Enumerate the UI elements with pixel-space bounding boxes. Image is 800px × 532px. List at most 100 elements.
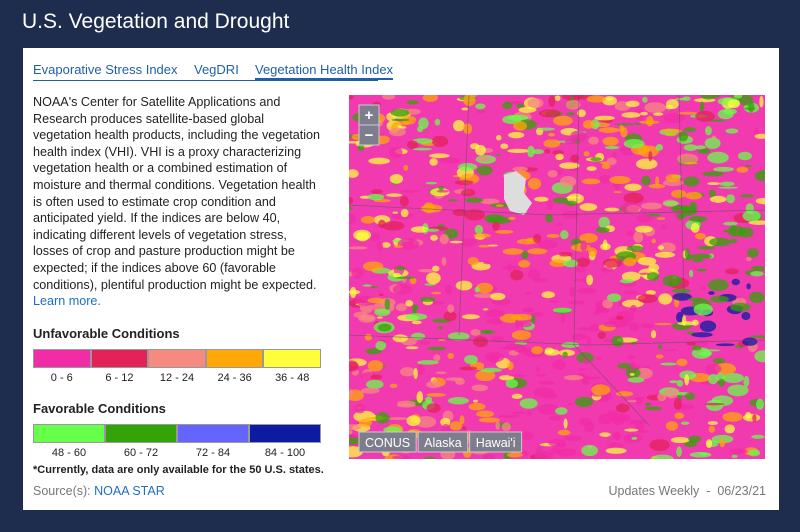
map-texture [382,221,405,231]
map-texture [349,360,359,371]
map-texture [531,149,544,155]
map-texture [697,245,716,250]
map-texture [426,393,446,397]
map-texture [449,421,463,431]
map-texture [676,213,686,220]
source-label: Source(s): [33,484,91,498]
map-texture [416,364,426,376]
map-texture [544,148,551,154]
map-texture [566,112,576,116]
tab[interactable]: Vegetation Health Index [255,62,394,80]
source-link[interactable]: NOAA STAR [94,484,165,498]
map-texture [699,101,705,113]
region-button[interactable] [469,431,523,453]
region-button[interactable] [358,431,417,453]
map-texture [678,131,689,142]
map-texture [410,226,429,233]
map-texture [423,202,435,214]
map-texture [748,449,761,457]
map-texture [549,300,559,303]
map-texture [553,115,573,126]
map-texture [665,174,681,183]
map[interactable]: + − CONUS Alaska Hawai'i [349,95,765,459]
map-texture [746,248,759,258]
page-title: U.S. Vegetation and Drought [22,10,290,33]
map-texture [688,435,702,443]
map-texture [417,360,439,365]
map-texture [425,181,438,185]
legend-swatch [263,349,321,368]
map-texture [576,287,597,294]
map-texture [653,112,664,116]
map-texture [349,206,353,210]
map-texture [606,293,622,303]
map-texture [699,320,717,332]
map-texture [581,178,601,185]
map-texture [431,291,442,295]
map-texture [697,148,711,154]
map-texture [621,112,641,118]
map-texture [752,414,757,423]
map-texture [502,101,513,110]
map-texture [541,291,556,299]
map-texture [756,398,765,410]
region-label[interactable]: CONUS [365,436,410,450]
map-texture [510,269,524,281]
map-texture [599,432,611,437]
map-texture [375,412,390,424]
map-texture [349,213,356,225]
panel: NOAA's Center for Satellite Applications… [23,48,779,510]
legend-label: 84 - 100 [264,447,306,459]
map-texture [619,278,635,284]
map-texture [677,153,699,165]
map-texture [648,151,653,162]
zoom-label[interactable]: + [365,107,374,124]
map-texture [606,97,614,101]
zoom-label[interactable]: − [365,127,374,144]
map-texture [511,411,525,415]
learn-more-link[interactable]: Learn more. [33,294,101,309]
map-texture [657,245,664,250]
region-label[interactable]: Hawai'i [476,436,516,450]
region-button[interactable] [417,431,469,453]
map-texture [611,151,618,158]
map-texture [360,387,380,394]
map-texture [545,214,554,223]
map-texture [733,95,743,99]
map-texture [400,208,409,218]
map-texture [362,284,372,287]
map-texture [604,207,620,212]
map-texture [405,346,419,350]
tab[interactable]: VegDRI [194,62,239,77]
map-texture [534,196,549,202]
map-texture [581,444,598,457]
map-texture [473,293,496,299]
map-texture [602,321,625,328]
map-texture [381,242,391,248]
map-texture [648,263,660,272]
map-texture [447,397,469,405]
map-texture [365,348,382,355]
map-texture [602,299,614,309]
map-texture [586,274,594,286]
map-texture [729,448,748,455]
tab[interactable]: Evaporative Stress Index [33,62,178,77]
map-texture [526,410,532,416]
map-texture [611,335,624,347]
map-texture [748,291,765,303]
map-texture [600,243,611,251]
map-texture [627,377,645,383]
region-label[interactable]: Alaska [424,436,462,450]
map-texture [754,133,765,139]
map-texture [635,367,653,380]
map-texture [625,100,640,108]
legend-label: 12 - 24 [159,372,195,384]
map-texture [635,158,658,170]
zoom-button[interactable] [358,124,380,146]
map-texture [390,108,410,117]
map-texture [707,119,726,122]
map-texture [492,221,500,231]
map-texture [631,436,638,440]
map-texture [522,307,534,313]
map-texture [362,261,384,272]
